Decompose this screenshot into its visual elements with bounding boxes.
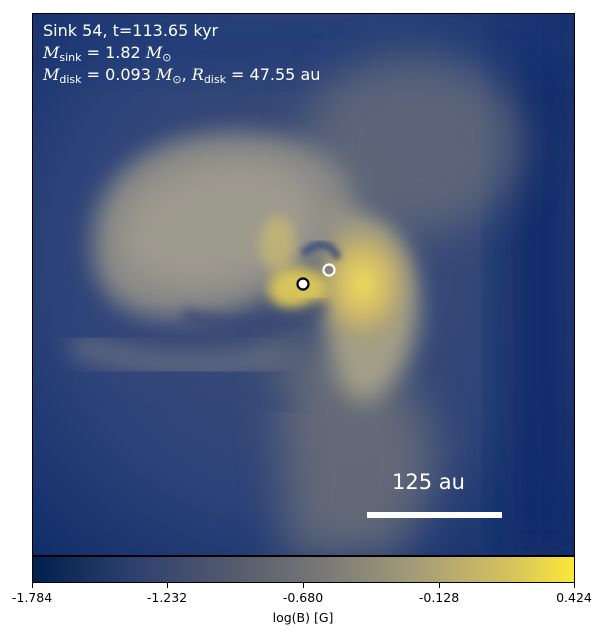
- colorbar: [32, 556, 575, 583]
- colorbar-tick: [32, 583, 33, 588]
- secondary-sink-marker: [322, 263, 336, 277]
- scale-bar: [367, 512, 502, 518]
- field-map-panel: Sink 54, t=113.65 kyr Msink = 1.82 M⊙ Md…: [32, 13, 575, 556]
- colorbar-tick: [167, 583, 168, 588]
- colorbar-tick: [303, 583, 304, 588]
- sink-mass-line: Msink = 1.82 M⊙: [43, 43, 172, 64]
- colorbar-label: log(B) [G]: [272, 610, 334, 625]
- scale-bar-label: 125 au: [392, 470, 465, 494]
- colorbar-tick-label: -0.680: [282, 590, 324, 605]
- colorbar-tick: [574, 583, 575, 588]
- magnetic-field-image: [33, 14, 574, 555]
- colorbar-tick: [439, 583, 440, 588]
- colorbar-tick-label: -1.784: [11, 590, 53, 605]
- colorbar-tick-label: -0.128: [418, 590, 460, 605]
- sink-title: Sink 54, t=113.65 kyr: [43, 21, 219, 40]
- primary-sink-marker: [296, 277, 310, 291]
- colorbar-tick-label: -1.232: [146, 590, 188, 605]
- disk-line: Mdisk = 0.093 M⊙, Rdisk = 47.55 au: [43, 65, 321, 86]
- colorbar-tick-label: 0.424: [556, 590, 592, 605]
